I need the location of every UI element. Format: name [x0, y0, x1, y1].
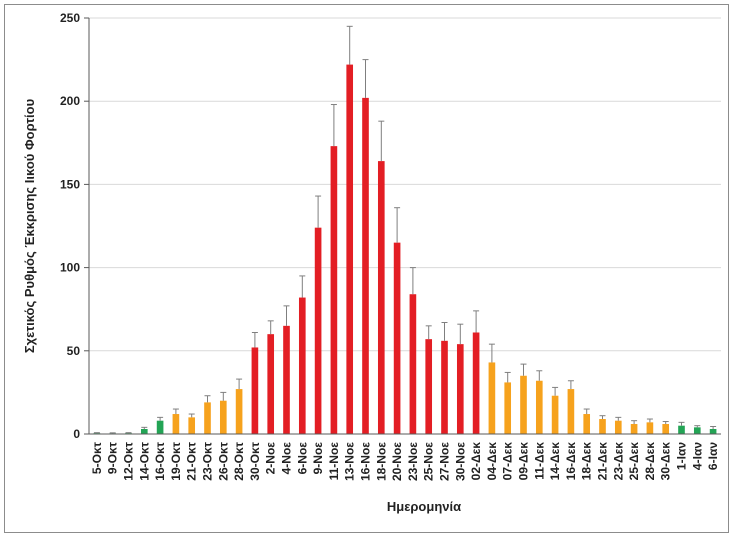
bar	[614, 420, 622, 434]
x-tick-label: 30-Οκτ	[248, 441, 262, 480]
x-tick-label: 13-Νοε	[343, 442, 357, 481]
x-tick-label: 18-Νοε	[374, 442, 388, 481]
bar	[693, 427, 701, 434]
x-tick-label: 11-Δεκ	[532, 442, 546, 480]
x-tick-label: 14-Δεκ	[548, 442, 562, 481]
bar	[551, 395, 559, 434]
bar	[488, 362, 496, 434]
x-tick-label: 28-Δεκ	[643, 442, 657, 481]
bar	[535, 380, 543, 434]
bar	[504, 382, 512, 434]
x-tick-label: 28-Οκτ	[232, 441, 246, 480]
x-tick-label: 23-Δεκ	[611, 442, 625, 481]
y-tick-label: 200	[60, 94, 80, 108]
x-tick-label: 9-Οκτ	[106, 441, 120, 474]
bar	[599, 419, 606, 434]
x-tick-label: 26-Οκτ	[216, 441, 230, 480]
bars	[93, 64, 717, 435]
x-tick-label: 30-Δεκ	[659, 442, 673, 481]
bar	[520, 375, 527, 434]
x-tick-label: 11-Νοε	[327, 442, 341, 481]
x-tick-label: 12-Οκτ	[122, 441, 136, 480]
y-tick-label: 0	[73, 427, 80, 441]
x-tick-label: 23-Νοε	[406, 442, 420, 481]
bar	[346, 64, 354, 434]
x-tick-label: 30-Νοε	[453, 442, 467, 481]
axes	[88, 18, 721, 435]
bar	[678, 425, 685, 434]
y-tick-label: 250	[60, 11, 80, 25]
bar	[709, 429, 717, 434]
bar	[630, 424, 638, 434]
x-tick-label: 2-Νοε	[264, 442, 278, 475]
bar	[172, 414, 180, 434]
x-tick-label: 6-Ιαν	[706, 442, 720, 470]
bar	[393, 242, 401, 434]
x-tick-label: 6-Νοε	[295, 442, 309, 475]
bar	[441, 340, 448, 434]
bar	[425, 339, 433, 434]
x-tick-label: 16-Νοε	[359, 442, 373, 481]
bar	[235, 389, 243, 434]
bar	[140, 429, 148, 434]
x-tick-label: 9-Νοε	[311, 442, 325, 475]
x-tick-label: 4-Ιαν	[690, 442, 704, 470]
x-tick-label: 19-Οκτ	[169, 441, 183, 480]
y-tick-label: 50	[67, 344, 81, 358]
x-tick-label: 23-Οκτ	[201, 441, 215, 480]
x-tick-label: 21-Οκτ	[185, 441, 199, 480]
bar	[456, 344, 464, 434]
x-tick-label: 1-Ιαν	[675, 442, 689, 470]
bar	[204, 402, 211, 434]
x-tick-label: 02-Δεκ	[469, 442, 483, 481]
x-tick-label: 04-Δεκ	[485, 442, 499, 481]
bar	[583, 414, 591, 434]
x-tick-label: 5-Οκτ	[90, 441, 104, 474]
bar	[267, 334, 275, 434]
bar	[156, 420, 164, 434]
x-tick-label: 14-Οκτ	[137, 441, 151, 480]
bar	[377, 161, 385, 434]
x-axis-ticks: 5-Οκτ 9-Οκτ 12-Οκτ 14-Οκτ 16-Οκτ 19-Οκτ 21-Οκτ…	[90, 441, 720, 481]
x-tick-label: 25-Νοε	[422, 442, 436, 481]
bar	[283, 325, 290, 434]
bar	[251, 347, 259, 434]
gridlines	[89, 17, 721, 352]
bar	[330, 146, 338, 435]
x-tick-label: 16-Οκτ	[153, 441, 167, 480]
error-bars	[93, 25, 717, 434]
x-tick-label: 20-Νοε	[390, 442, 404, 481]
x-tick-label: 4-Νοε	[280, 442, 294, 475]
y-tick-label: 100	[60, 261, 80, 275]
bar	[472, 332, 480, 434]
y-axis-ticks: 0 50 100 150 200 250	[60, 11, 89, 441]
bar	[646, 422, 654, 434]
x-tick-label: 09-Δεκ	[517, 442, 531, 481]
bar	[219, 400, 227, 434]
x-tick-label: 16-Δεκ	[564, 442, 578, 481]
bar	[188, 417, 196, 434]
x-axis-title: Ημερομηνία	[387, 499, 461, 514]
bar	[662, 424, 670, 434]
x-tick-label: 18-Δεκ	[580, 442, 594, 481]
x-tick-label: 07-Δεκ	[501, 442, 515, 481]
y-axis-title: Σχετικός Ρυθμός Έκκρισης Ιικού Φορτίου	[22, 98, 37, 353]
y-tick-label: 150	[60, 177, 80, 191]
bar	[298, 297, 306, 434]
x-tick-label: 25-Δεκ	[627, 442, 641, 481]
bar	[409, 294, 417, 434]
bar	[567, 389, 575, 434]
x-tick-label: 21-Δεκ	[596, 442, 610, 481]
bar	[362, 97, 369, 434]
x-tick-label: 27-Νοε	[438, 442, 452, 481]
bar	[314, 227, 322, 434]
